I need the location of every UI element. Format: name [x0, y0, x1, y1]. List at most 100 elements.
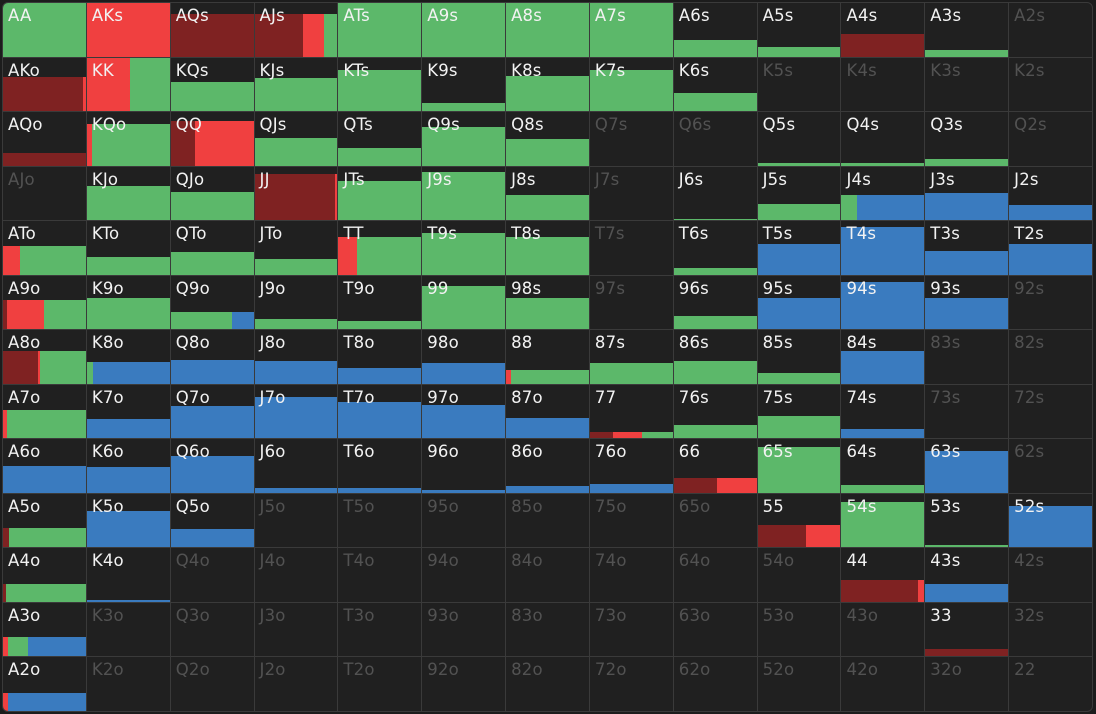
hand-cell-T6o[interactable]: T6o: [338, 439, 422, 493]
hand-cell-KJo[interactable]: KJo: [86, 166, 170, 221]
hand-cell-K4s[interactable]: K4s: [841, 57, 925, 112]
hand-cell-82o[interactable]: 82o: [506, 657, 589, 711]
hand-cell-K7s[interactable]: K7s: [589, 57, 673, 112]
hand-cell-AA[interactable]: AA: [3, 3, 86, 57]
hand-cell-A7o[interactable]: A7o: [3, 384, 86, 439]
hand-cell-QTs[interactable]: QTs: [338, 112, 422, 166]
hand-cell-A8o[interactable]: A8o: [3, 330, 86, 384]
hand-cell-Q4o[interactable]: Q4o: [170, 548, 254, 602]
hand-cell-KTs[interactable]: KTs: [338, 57, 422, 112]
hand-cell-32o[interactable]: 32o: [925, 657, 1009, 711]
hand-cell-K2s[interactable]: K2s: [1009, 57, 1092, 112]
hand-cell-92s[interactable]: 92s: [1009, 275, 1092, 330]
hand-cell-87s[interactable]: 87s: [589, 330, 673, 384]
hand-cell-QJo[interactable]: QJo: [170, 166, 254, 221]
hand-cell-K5s[interactable]: K5s: [757, 57, 841, 112]
hand-cell-64s[interactable]: 64s: [841, 439, 925, 493]
hand-cell-J5s[interactable]: J5s: [757, 166, 841, 221]
hand-cell-T5s[interactable]: T5s: [757, 221, 841, 275]
hand-cell-Q9s[interactable]: Q9s: [422, 112, 506, 166]
hand-cell-62s[interactable]: 62s: [1009, 439, 1092, 493]
hand-cell-TT[interactable]: TT: [338, 221, 422, 275]
hand-cell-99[interactable]: 99: [422, 275, 506, 330]
hand-cell-42s[interactable]: 42s: [1009, 548, 1092, 602]
hand-cell-77[interactable]: 77: [589, 384, 673, 439]
hand-cell-AQo[interactable]: AQo: [3, 112, 86, 166]
hand-cell-J8s[interactable]: J8s: [506, 166, 589, 221]
hand-cell-83s[interactable]: 83s: [925, 330, 1009, 384]
hand-cell-K3o[interactable]: K3o: [86, 602, 170, 657]
hand-cell-82s[interactable]: 82s: [1009, 330, 1092, 384]
hand-cell-J5o[interactable]: J5o: [254, 493, 338, 548]
hand-cell-K8o[interactable]: K8o: [86, 330, 170, 384]
hand-cell-A4o[interactable]: A4o: [3, 548, 86, 602]
hand-cell-94s[interactable]: 94s: [841, 275, 925, 330]
hand-cell-ATs[interactable]: ATs: [338, 3, 422, 57]
hand-cell-98o[interactable]: 98o: [422, 330, 506, 384]
hand-cell-T4o[interactable]: T4o: [338, 548, 422, 602]
hand-cell-KK[interactable]: KK: [86, 57, 170, 112]
hand-cell-JTo[interactable]: JTo: [254, 221, 338, 275]
hand-cell-65o[interactable]: 65o: [673, 493, 757, 548]
hand-cell-95o[interactable]: 95o: [422, 493, 506, 548]
hand-cell-97o[interactable]: 97o: [422, 384, 506, 439]
hand-cell-Q7s[interactable]: Q7s: [589, 112, 673, 166]
hand-cell-A3s[interactable]: A3s: [925, 3, 1009, 57]
hand-cell-55[interactable]: 55: [757, 493, 841, 548]
hand-cell-K6s[interactable]: K6s: [673, 57, 757, 112]
hand-cell-KQs[interactable]: KQs: [170, 57, 254, 112]
hand-cell-AKs[interactable]: AKs: [86, 3, 170, 57]
hand-cell-43o[interactable]: 43o: [841, 602, 925, 657]
hand-cell-93s[interactable]: 93s: [925, 275, 1009, 330]
hand-cell-92o[interactable]: 92o: [422, 657, 506, 711]
hand-cell-42o[interactable]: 42o: [841, 657, 925, 711]
hand-cell-Q2o[interactable]: Q2o: [170, 657, 254, 711]
hand-cell-J7o[interactable]: J7o: [254, 384, 338, 439]
hand-cell-85o[interactable]: 85o: [506, 493, 589, 548]
hand-cell-QTo[interactable]: QTo: [170, 221, 254, 275]
hand-cell-QJs[interactable]: QJs: [254, 112, 338, 166]
hand-cell-A6o[interactable]: A6o: [3, 439, 86, 493]
hand-cell-A6s[interactable]: A6s: [673, 3, 757, 57]
hand-cell-53s[interactable]: 53s: [925, 493, 1009, 548]
hand-cell-J2o[interactable]: J2o: [254, 657, 338, 711]
hand-cell-65s[interactable]: 65s: [757, 439, 841, 493]
hand-cell-A7s[interactable]: A7s: [589, 3, 673, 57]
hand-cell-AJo[interactable]: AJo: [3, 166, 86, 221]
hand-cell-QQ[interactable]: QQ: [170, 112, 254, 166]
hand-cell-K6o[interactable]: K6o: [86, 439, 170, 493]
hand-cell-KJs[interactable]: KJs: [254, 57, 338, 112]
hand-cell-JJ[interactable]: JJ: [254, 166, 338, 221]
hand-cell-Q6s[interactable]: Q6s: [673, 112, 757, 166]
hand-cell-AKo[interactable]: AKo: [3, 57, 86, 112]
hand-cell-94o[interactable]: 94o: [422, 548, 506, 602]
hand-cell-A5o[interactable]: A5o: [3, 493, 86, 548]
hand-cell-AJs[interactable]: AJs: [254, 3, 338, 57]
hand-cell-T9s[interactable]: T9s: [422, 221, 506, 275]
hand-cell-Q4s[interactable]: Q4s: [841, 112, 925, 166]
hand-cell-76o[interactable]: 76o: [589, 439, 673, 493]
hand-cell-Q5o[interactable]: Q5o: [170, 493, 254, 548]
hand-cell-86s[interactable]: 86s: [673, 330, 757, 384]
hand-cell-73s[interactable]: 73s: [925, 384, 1009, 439]
hand-cell-T8s[interactable]: T8s: [506, 221, 589, 275]
hand-cell-ATo[interactable]: ATo: [3, 221, 86, 275]
hand-cell-75o[interactable]: 75o: [589, 493, 673, 548]
hand-cell-K9o[interactable]: K9o: [86, 275, 170, 330]
hand-cell-K5o[interactable]: K5o: [86, 493, 170, 548]
hand-cell-43s[interactable]: 43s: [925, 548, 1009, 602]
hand-cell-J6o[interactable]: J6o: [254, 439, 338, 493]
hand-cell-93o[interactable]: 93o: [422, 602, 506, 657]
hand-cell-83o[interactable]: 83o: [506, 602, 589, 657]
hand-cell-72s[interactable]: 72s: [1009, 384, 1092, 439]
hand-cell-74o[interactable]: 74o: [589, 548, 673, 602]
hand-cell-96s[interactable]: 96s: [673, 275, 757, 330]
hand-cell-63s[interactable]: 63s: [925, 439, 1009, 493]
hand-cell-J3s[interactable]: J3s: [925, 166, 1009, 221]
hand-cell-85s[interactable]: 85s: [757, 330, 841, 384]
hand-cell-A2o[interactable]: A2o: [3, 657, 86, 711]
hand-cell-T7o[interactable]: T7o: [338, 384, 422, 439]
hand-cell-Q7o[interactable]: Q7o: [170, 384, 254, 439]
hand-cell-88[interactable]: 88: [506, 330, 589, 384]
hand-cell-KTo[interactable]: KTo: [86, 221, 170, 275]
